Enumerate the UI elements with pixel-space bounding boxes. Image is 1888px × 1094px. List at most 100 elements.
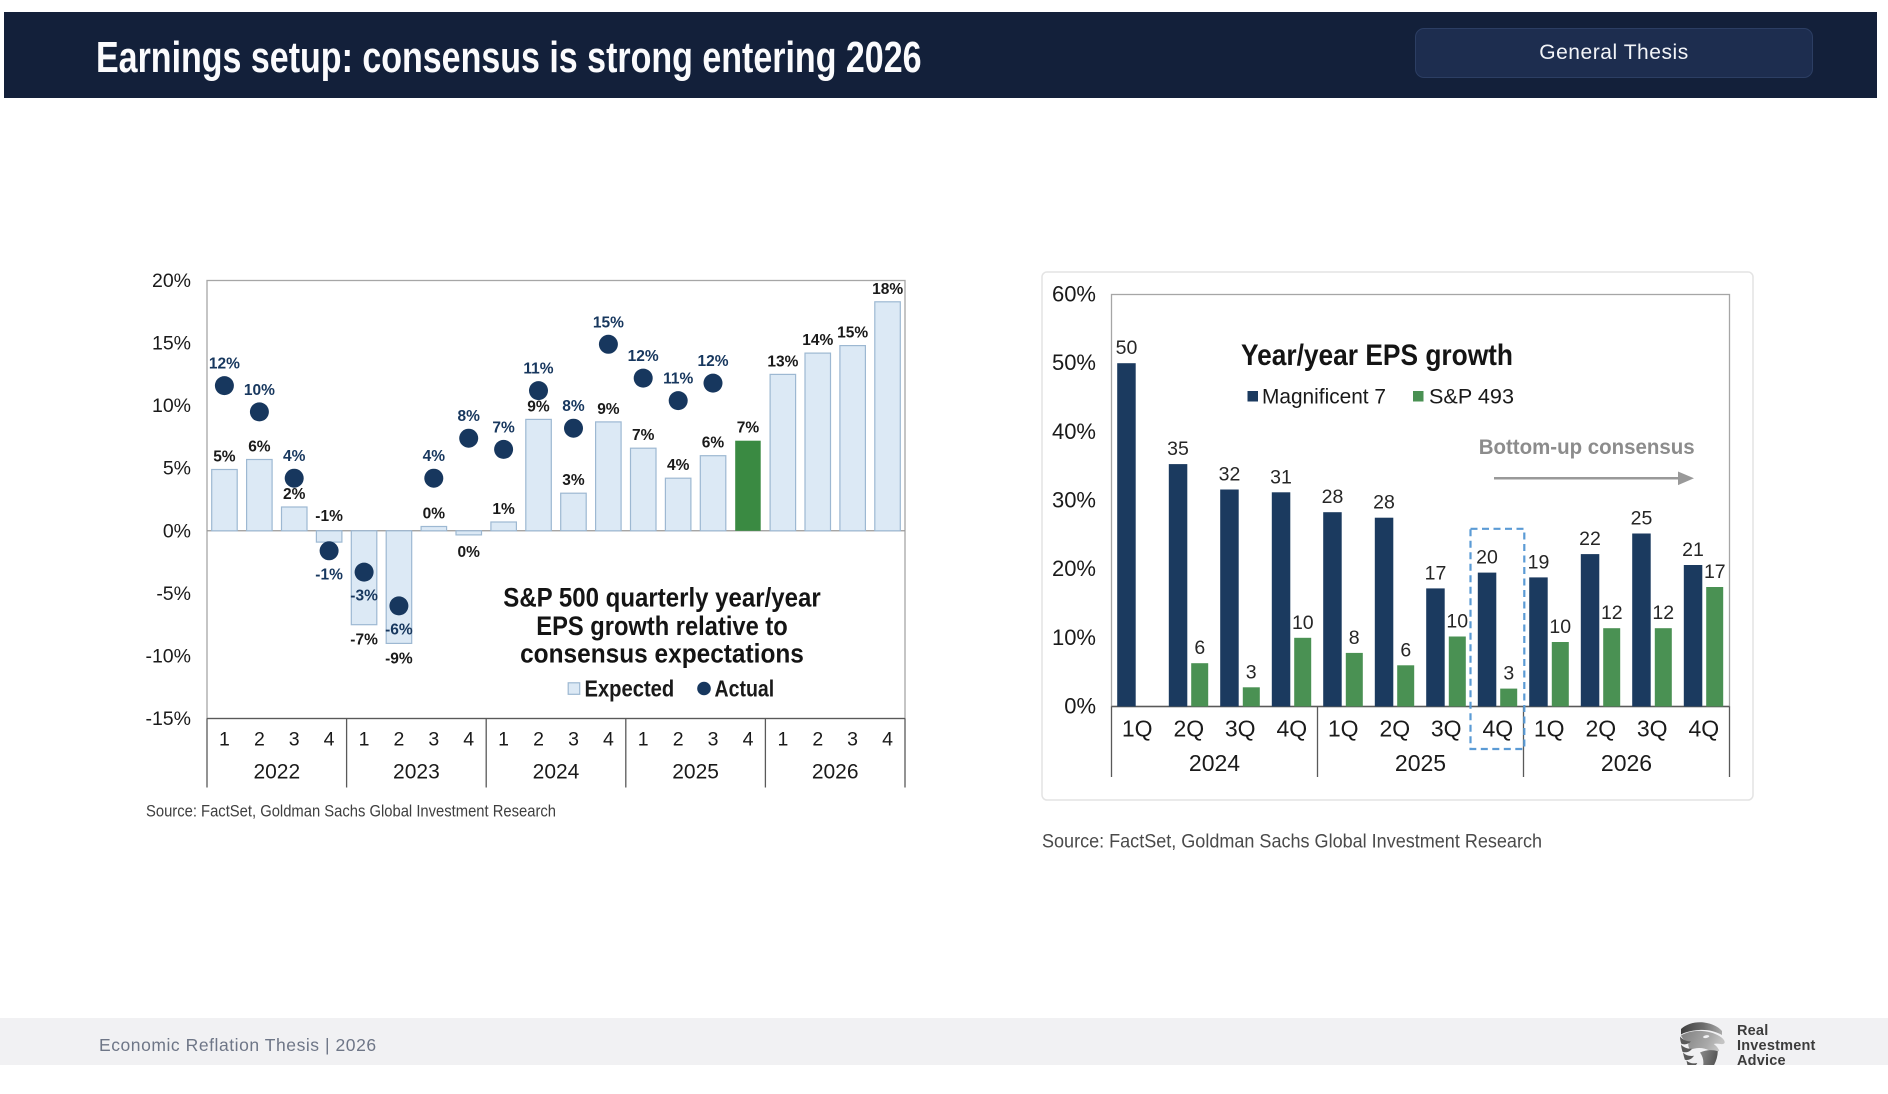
svg-text:2%: 2% — [283, 486, 306, 503]
svg-text:2025: 2025 — [1395, 750, 1446, 776]
svg-text:2025: 2025 — [672, 761, 719, 784]
svg-text:2: 2 — [533, 729, 544, 751]
svg-text:0%: 0% — [423, 506, 446, 523]
svg-text:20%: 20% — [152, 270, 191, 292]
svg-text:2023: 2023 — [393, 761, 440, 784]
svg-text:10: 10 — [1292, 612, 1314, 634]
svg-text:4Q: 4Q — [1688, 716, 1719, 742]
svg-text:1%: 1% — [492, 501, 515, 518]
svg-text:4: 4 — [324, 729, 335, 751]
svg-text:2: 2 — [393, 729, 404, 751]
svg-text:6%: 6% — [248, 439, 271, 456]
svg-text:28: 28 — [1373, 492, 1395, 514]
svg-text:3: 3 — [568, 729, 579, 751]
svg-text:Source: FactSet, Goldman Sachs: Source: FactSet, Goldman Sachs Global In… — [1042, 831, 1542, 853]
svg-text:1Q: 1Q — [1534, 716, 1565, 742]
svg-text:15%: 15% — [152, 333, 191, 355]
svg-text:2Q: 2Q — [1173, 716, 1204, 742]
svg-text:-9%: -9% — [385, 650, 413, 667]
svg-text:32: 32 — [1219, 464, 1241, 486]
svg-text:4: 4 — [463, 729, 474, 751]
svg-text:7%: 7% — [492, 419, 515, 436]
svg-text:-5%: -5% — [156, 583, 191, 605]
svg-text:2Q: 2Q — [1585, 716, 1616, 742]
svg-text:Bottom-up consensus: Bottom-up consensus — [1479, 435, 1695, 459]
svg-text:14%: 14% — [802, 332, 833, 349]
svg-text:18%: 18% — [872, 281, 903, 298]
svg-text:2Q: 2Q — [1379, 716, 1410, 742]
svg-text:5%: 5% — [163, 458, 191, 480]
svg-text:11%: 11% — [523, 361, 553, 378]
svg-text:EPS growth relative to: EPS growth relative to — [536, 611, 787, 641]
svg-text:9%: 9% — [597, 401, 620, 418]
svg-text:12: 12 — [1652, 602, 1674, 624]
svg-text:-1%: -1% — [315, 566, 343, 583]
svg-text:21: 21 — [1682, 539, 1704, 561]
svg-text:50%: 50% — [1052, 350, 1096, 375]
svg-text:4Q: 4Q — [1482, 716, 1513, 742]
svg-text:15%: 15% — [593, 314, 624, 331]
svg-text:6%: 6% — [702, 435, 725, 452]
svg-text:0%: 0% — [163, 520, 191, 542]
svg-text:11%: 11% — [663, 371, 693, 388]
svg-text:25: 25 — [1631, 508, 1653, 530]
svg-text:1Q: 1Q — [1328, 716, 1359, 742]
svg-text:6: 6 — [1194, 637, 1205, 659]
svg-text:3Q: 3Q — [1431, 716, 1462, 742]
svg-text:17: 17 — [1425, 562, 1447, 584]
svg-text:4Q: 4Q — [1276, 716, 1307, 742]
svg-text:10: 10 — [1446, 611, 1468, 633]
svg-text:10%: 10% — [1052, 625, 1096, 650]
svg-text:9%: 9% — [527, 398, 550, 415]
svg-text:Year/year EPS growth: Year/year EPS growth — [1241, 339, 1513, 372]
svg-text:1: 1 — [359, 729, 370, 751]
svg-text:4: 4 — [743, 729, 754, 751]
svg-text:4%: 4% — [423, 448, 446, 465]
svg-text:3: 3 — [428, 729, 439, 751]
svg-text:20: 20 — [1476, 547, 1498, 569]
svg-text:10%: 10% — [152, 395, 191, 417]
svg-text:35: 35 — [1167, 438, 1189, 460]
svg-text:12%: 12% — [209, 356, 240, 373]
svg-text:7%: 7% — [632, 427, 655, 444]
svg-text:10%: 10% — [244, 382, 275, 399]
svg-text:-3%: -3% — [350, 588, 378, 605]
svg-text:12%: 12% — [697, 353, 728, 370]
svg-text:1Q: 1Q — [1122, 716, 1153, 742]
svg-text:40%: 40% — [1052, 419, 1096, 444]
svg-text:15%: 15% — [837, 325, 868, 342]
svg-text:Magnificent 7: Magnificent 7 — [1262, 385, 1386, 409]
svg-text:28: 28 — [1322, 486, 1344, 508]
svg-text:1: 1 — [638, 729, 649, 751]
svg-text:8%: 8% — [562, 398, 585, 415]
svg-text:3: 3 — [1503, 663, 1514, 685]
svg-text:S&P 493: S&P 493 — [1429, 385, 1514, 409]
svg-text:1: 1 — [219, 729, 230, 751]
svg-text:-7%: -7% — [350, 632, 378, 649]
svg-text:-1%: -1% — [315, 508, 343, 525]
svg-text:50: 50 — [1116, 337, 1138, 359]
svg-text:4: 4 — [882, 729, 893, 751]
svg-text:4%: 4% — [283, 448, 306, 465]
svg-text:8: 8 — [1349, 627, 1360, 649]
svg-text:31: 31 — [1270, 466, 1292, 488]
svg-text:13%: 13% — [767, 353, 798, 370]
svg-text:2026: 2026 — [1601, 750, 1652, 776]
svg-text:2024: 2024 — [1189, 750, 1240, 776]
svg-text:3Q: 3Q — [1637, 716, 1668, 742]
svg-text:22: 22 — [1579, 528, 1601, 550]
svg-text:Actual: Actual — [715, 676, 775, 702]
svg-text:2026: 2026 — [812, 761, 859, 784]
svg-text:8%: 8% — [457, 408, 480, 425]
svg-text:4%: 4% — [667, 457, 690, 474]
svg-text:3%: 3% — [562, 472, 585, 489]
svg-text:7%: 7% — [737, 420, 760, 437]
svg-text:S&P 500 quarterly year/year: S&P 500 quarterly year/year — [503, 583, 821, 613]
svg-text:1: 1 — [498, 729, 509, 751]
svg-text:17: 17 — [1704, 561, 1726, 583]
svg-text:Source: FactSet, Goldman Sachs: Source: FactSet, Goldman Sachs Global In… — [146, 803, 556, 821]
svg-text:3: 3 — [847, 729, 858, 751]
svg-text:19: 19 — [1528, 551, 1550, 573]
svg-text:30%: 30% — [1052, 488, 1096, 513]
svg-text:consensus expectations: consensus expectations — [520, 639, 804, 669]
